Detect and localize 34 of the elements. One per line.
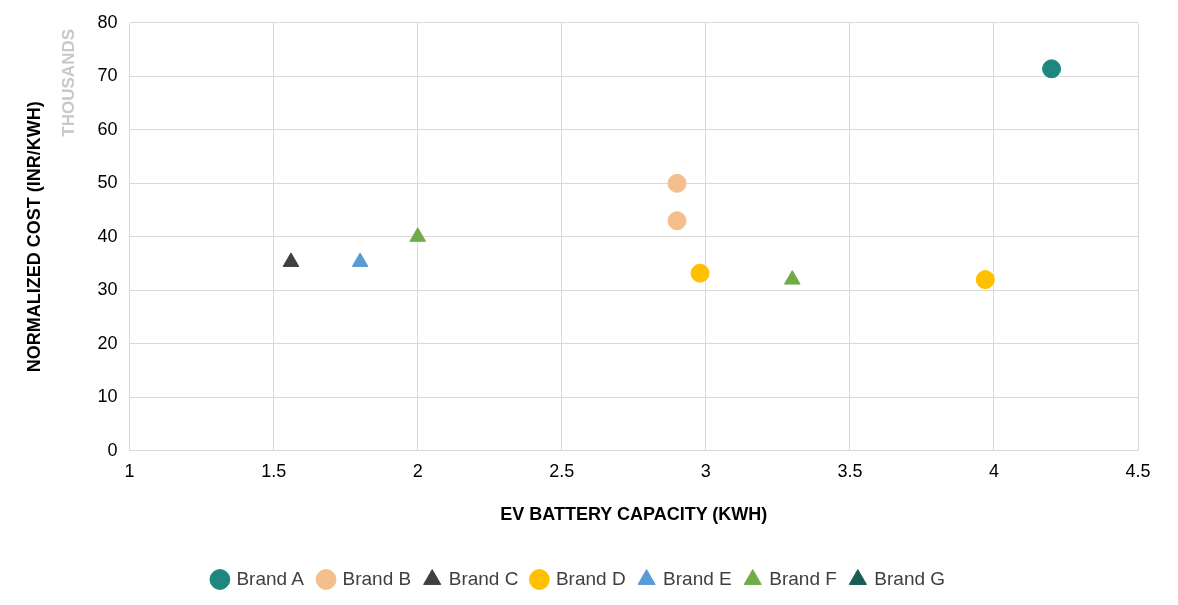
legend-label: Brand B bbox=[342, 567, 412, 589]
legend-label: Brand C bbox=[448, 567, 519, 589]
point bbox=[351, 252, 369, 267]
x-tick-label: 2 bbox=[412, 460, 423, 481]
x-axis-title: EV BATTERY CAPACITY (KWH) bbox=[500, 504, 768, 525]
y-axis-title: NORMALIZED COST (INR/KWH) bbox=[23, 101, 44, 373]
x-tick-label: 3 bbox=[700, 460, 711, 481]
y-tick-label: 0 bbox=[107, 439, 118, 460]
x-tick-label: 4.5 bbox=[1125, 460, 1151, 481]
x-tick-label: 2.5 bbox=[549, 460, 575, 481]
point bbox=[282, 252, 300, 267]
legend-label: Brand E bbox=[663, 567, 732, 589]
point bbox=[783, 270, 801, 285]
x-tick-label: 3.5 bbox=[837, 460, 863, 481]
point bbox=[667, 211, 687, 231]
legend-label: Brand F bbox=[769, 567, 837, 589]
y-tick-label: 40 bbox=[97, 225, 118, 246]
legend-label: Brand D bbox=[555, 567, 626, 589]
point bbox=[690, 263, 710, 283]
legend-label: Brand G bbox=[874, 567, 946, 589]
y-tick-label: 80 bbox=[97, 11, 118, 32]
legend-label: Brand A bbox=[236, 567, 305, 589]
y-tick-label: 60 bbox=[97, 118, 118, 139]
x-tick-label: 1 bbox=[124, 460, 135, 481]
x-tick-label: 1.5 bbox=[261, 460, 287, 481]
y-tick-label: 70 bbox=[97, 65, 118, 86]
point bbox=[1042, 59, 1062, 79]
point bbox=[409, 227, 427, 242]
y-tick-label: 30 bbox=[97, 279, 118, 300]
y-tick-label: 50 bbox=[97, 172, 118, 193]
point bbox=[667, 173, 687, 193]
x-tick-label: 4 bbox=[988, 460, 999, 481]
y-tick-label: 20 bbox=[97, 332, 118, 353]
y-tick-label: 10 bbox=[97, 386, 118, 407]
